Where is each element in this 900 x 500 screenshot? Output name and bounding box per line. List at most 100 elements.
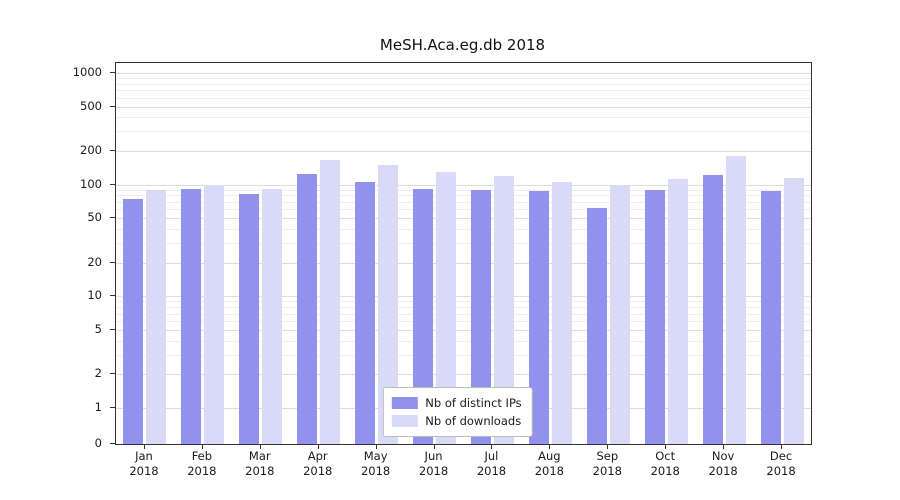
y-tick-mark bbox=[110, 295, 115, 297]
x-tick-mark bbox=[723, 444, 725, 449]
x-tick-label-oct: Oct 2018 bbox=[650, 449, 680, 478]
gridline-major bbox=[116, 262, 811, 264]
y-tick-label-2: 2 bbox=[94, 366, 102, 381]
bar-downloads-may bbox=[378, 165, 399, 444]
gridline-major bbox=[116, 296, 811, 298]
bar-downloads-oct bbox=[667, 179, 688, 444]
bar-distinct-ips-apr bbox=[297, 173, 318, 444]
gridline-minor bbox=[116, 229, 811, 231]
y-tick-label-0: 0 bbox=[94, 436, 102, 450]
y-tick-mark bbox=[110, 261, 115, 263]
gridline-minor bbox=[116, 354, 811, 356]
x-tick-mark bbox=[433, 444, 435, 449]
y-tick-mark bbox=[110, 72, 115, 73]
bar-distinct-ips-aug bbox=[528, 190, 549, 444]
bar-downloads-apr bbox=[320, 160, 341, 444]
bar-downloads-jul bbox=[493, 175, 514, 444]
x-tick-label-sep: Sep 2018 bbox=[592, 449, 622, 478]
bar-distinct-ips-jan bbox=[123, 198, 144, 444]
x-tick-mark bbox=[143, 444, 145, 449]
x-tick-label-feb: Feb 2018 bbox=[187, 449, 217, 478]
gridline-minor bbox=[116, 97, 811, 99]
y-tick-label-500: 500 bbox=[80, 98, 102, 113]
gridline-minor bbox=[116, 195, 811, 197]
x-tick-mark bbox=[375, 444, 377, 449]
y-tick-label-1000: 1000 bbox=[72, 65, 102, 79]
bar-downloads-aug bbox=[551, 182, 572, 444]
legend-swatch-downloads bbox=[391, 415, 418, 427]
x-tick-mark bbox=[781, 444, 783, 449]
legend: Nb of distinct IPs Nb of downloads bbox=[382, 387, 533, 437]
y-tick-label-1: 1 bbox=[94, 400, 102, 414]
gridline-major bbox=[116, 106, 811, 108]
gridline-minor bbox=[116, 189, 811, 191]
gridline-major bbox=[116, 184, 811, 186]
bar-distinct-ips-feb bbox=[181, 188, 202, 444]
gridline-minor bbox=[116, 321, 811, 323]
bar-distinct-ips-may bbox=[355, 182, 376, 444]
x-tick-mark bbox=[607, 444, 609, 449]
bar-distinct-ips-oct bbox=[644, 189, 665, 444]
legend-label-distinct-ips: Nb of distinct IPs bbox=[425, 396, 522, 410]
legend-row-downloads: Nb of downloads bbox=[391, 412, 521, 430]
y-tick-mark bbox=[110, 373, 115, 375]
bar-downloads-sep bbox=[609, 184, 630, 444]
x-tick-mark bbox=[201, 444, 203, 449]
y-tick-mark bbox=[110, 150, 115, 152]
x-tick-mark bbox=[317, 444, 319, 449]
y-tick-mark bbox=[110, 328, 115, 330]
chart-title: MeSH.Aca.eg.db 2018 bbox=[379, 36, 546, 54]
gridline-major bbox=[116, 329, 811, 331]
gridline-minor bbox=[116, 117, 811, 119]
bar-distinct-ips-jun bbox=[413, 188, 434, 444]
bar-downloads-jan bbox=[146, 189, 167, 444]
x-tick-label-jun: Jun 2018 bbox=[418, 449, 449, 478]
x-tick-mark bbox=[259, 444, 261, 449]
bar-downloads-feb bbox=[204, 184, 225, 444]
bar-downloads-mar bbox=[262, 188, 283, 444]
gridline-minor bbox=[116, 131, 811, 133]
y-tick-mark bbox=[110, 183, 115, 185]
x-tick-mark bbox=[665, 444, 667, 449]
x-tick-label-jul: Jul 2018 bbox=[476, 449, 507, 478]
y-tick-label-5: 5 bbox=[94, 321, 102, 336]
bar-downloads-dec bbox=[783, 177, 804, 444]
x-tick-label-may: May 2018 bbox=[360, 449, 391, 478]
x-tick-mark bbox=[491, 444, 493, 449]
bar-downloads-jun bbox=[436, 171, 457, 444]
x-tick-label-mar: Mar 2018 bbox=[245, 449, 275, 478]
y-tick-label-100: 100 bbox=[80, 176, 102, 191]
bar-distinct-ips-dec bbox=[760, 190, 781, 444]
y-tick-label-200: 200 bbox=[80, 143, 102, 158]
gridline-major bbox=[116, 374, 811, 376]
gridline-minor bbox=[116, 307, 811, 309]
bar-distinct-ips-nov bbox=[702, 175, 723, 444]
y-tick-mark bbox=[110, 217, 115, 219]
legend-swatch-distinct-ips bbox=[391, 397, 418, 409]
gridline-major bbox=[116, 151, 811, 153]
bar-distinct-ips-mar bbox=[239, 194, 260, 444]
legend-label-downloads: Nb of downloads bbox=[425, 414, 522, 428]
gridline-minor bbox=[116, 209, 811, 211]
y-tick-label-50: 50 bbox=[87, 210, 102, 225]
gridline-minor bbox=[116, 78, 811, 80]
y-tick-mark bbox=[110, 407, 115, 408]
y-tick-label-20: 20 bbox=[87, 254, 102, 269]
bar-downloads-nov bbox=[725, 156, 746, 444]
bar-distinct-ips-jul bbox=[470, 189, 491, 444]
gridline-minor bbox=[116, 340, 811, 342]
gridline-minor bbox=[116, 301, 811, 303]
x-tick-mark bbox=[549, 444, 551, 449]
x-tick-label-apr: Apr 2018 bbox=[303, 449, 333, 478]
gridline-minor bbox=[116, 243, 811, 245]
gridline-minor bbox=[116, 83, 811, 85]
gridline-minor bbox=[116, 90, 811, 92]
gridline-minor bbox=[116, 313, 811, 315]
x-tick-label-jan: Jan 2018 bbox=[129, 449, 159, 478]
gridline-major bbox=[116, 218, 811, 220]
y-tick-mark bbox=[110, 105, 115, 107]
plot-area: Nb of distinct IPs Nb of downloads bbox=[115, 62, 812, 445]
gridline-minor bbox=[116, 201, 811, 203]
gridline-major bbox=[116, 73, 811, 74]
